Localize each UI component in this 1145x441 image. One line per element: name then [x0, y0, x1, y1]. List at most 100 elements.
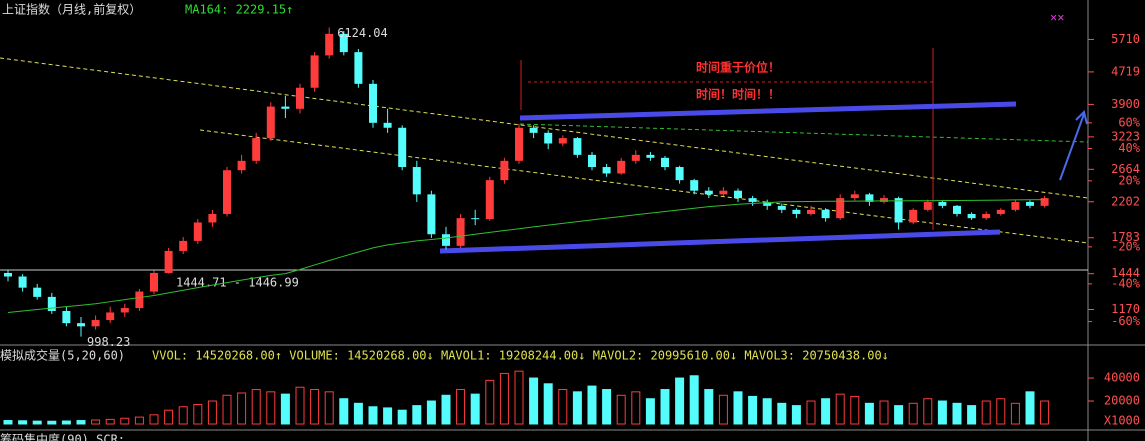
- volume-bar: [1010, 402, 1020, 425]
- volume-bar: [134, 416, 144, 425]
- candle-body: [33, 287, 42, 297]
- candle-body: [558, 138, 567, 144]
- volume-bar: [47, 420, 57, 425]
- candle-body: [150, 272, 158, 292]
- candle-body: [354, 52, 363, 84]
- volume-bar: [631, 391, 641, 425]
- arrow: [1059, 110, 1088, 181]
- volume-bar: [645, 398, 655, 425]
- chart-title: 上证指数（月线,前复权）: [2, 2, 141, 17]
- pct-tick-label: -40%: [1111, 276, 1141, 290]
- volume-bar: [543, 383, 553, 425]
- volume-bar: [324, 391, 334, 425]
- volume-bar: [3, 420, 13, 425]
- volume-bar: [251, 389, 261, 425]
- candle-body: [719, 190, 728, 195]
- candle-body: [967, 213, 976, 219]
- volume-bar: [675, 377, 685, 425]
- candle-body: [412, 167, 421, 195]
- marker: ××: [1050, 11, 1064, 25]
- volume-bar: [456, 389, 466, 425]
- volume-bar: [1040, 400, 1050, 425]
- volume-title: 模拟成交量(5,20,60): [0, 348, 125, 363]
- candle-body: [777, 205, 786, 210]
- volume-bar: [952, 402, 962, 425]
- candle-body: [485, 180, 494, 220]
- candle-body: [515, 127, 523, 161]
- channel-line: [519, 101, 1017, 121]
- candle-body: [266, 106, 275, 139]
- volume-bar: [32, 420, 42, 425]
- candle-body: [383, 122, 392, 128]
- candle-body: [325, 33, 334, 56]
- pct-tick-label: 60%: [1118, 115, 1140, 129]
- candle-body: [588, 154, 596, 168]
- candle-body: [807, 209, 815, 214]
- volume-bar: [1025, 391, 1035, 425]
- volume-bar: [470, 393, 480, 425]
- volume-bar: [616, 394, 626, 425]
- volume-bar: [383, 407, 393, 425]
- candle-body: [369, 83, 377, 123]
- candle-body: [120, 308, 129, 313]
- y-tick-label: 4719: [1111, 64, 1140, 78]
- volume-bar: [61, 420, 71, 425]
- annotation: 6124.04: [337, 26, 388, 40]
- volume-bar: [660, 389, 670, 425]
- volume-bar: [353, 402, 363, 425]
- candle-body: [938, 201, 947, 206]
- volume-bar: [266, 391, 276, 425]
- volume-bar: [704, 389, 714, 425]
- candle-body: [223, 170, 231, 214]
- y-tick-label: 3223: [1111, 129, 1140, 143]
- y-tick-label: 1783: [1111, 230, 1140, 244]
- volume-bar: [280, 393, 290, 425]
- candle-body: [763, 201, 772, 206]
- volume-bar: [441, 394, 451, 425]
- candle-body: [398, 127, 407, 168]
- volume-bar: [937, 400, 947, 425]
- candle-body: [135, 291, 144, 309]
- annotation: 时间重于价位！: [696, 60, 780, 75]
- volume-bar: [587, 385, 597, 425]
- volume-bar: [310, 389, 320, 425]
- candle-body: [734, 190, 742, 199]
- volume-bar: [222, 394, 232, 425]
- volume-bar: [120, 417, 130, 425]
- candle-body: [821, 209, 830, 219]
- ma-label: MA164: 2229.15↑: [185, 3, 293, 17]
- volume-bar: [91, 419, 101, 425]
- candle-body: [237, 160, 246, 171]
- bottom-title: 筹码集中度(90) SCR:: [0, 432, 125, 441]
- candle-body: [704, 190, 713, 195]
- y-tick-label: 2202: [1111, 194, 1140, 208]
- candle-body: [573, 138, 582, 155]
- candle-body: [62, 310, 71, 324]
- candle-body: [208, 213, 217, 223]
- volume-bar: [733, 391, 743, 425]
- volume-bar: [806, 400, 816, 425]
- ma-line: [7, 199, 1045, 313]
- vol-tick-label: 20000: [1104, 394, 1140, 408]
- volume-bar: [207, 400, 217, 425]
- volume-bar: [499, 372, 509, 425]
- volume-bar: [864, 402, 874, 425]
- candle-body: [252, 138, 261, 161]
- volume-bar: [514, 370, 524, 425]
- candle-body: [1040, 198, 1049, 206]
- volume-bar: [18, 420, 28, 425]
- volume-bar: [558, 389, 568, 425]
- trend-line: [0, 57, 1089, 199]
- candle-body: [471, 218, 480, 220]
- volume-bar: [397, 409, 407, 425]
- volume-info: VVOL: 14520268.00↑ VOLUME: 14520268.00↓ …: [152, 349, 889, 363]
- unit-label: X1000: [1104, 414, 1140, 428]
- candle-body: [850, 194, 859, 199]
- pct-tick-label: 20%: [1118, 173, 1140, 187]
- volume-bar: [762, 398, 772, 425]
- volume-bar: [923, 398, 933, 425]
- candle-body: [631, 154, 640, 161]
- volume-bar: [777, 402, 787, 425]
- pct-tick-label: -60%: [1111, 314, 1141, 328]
